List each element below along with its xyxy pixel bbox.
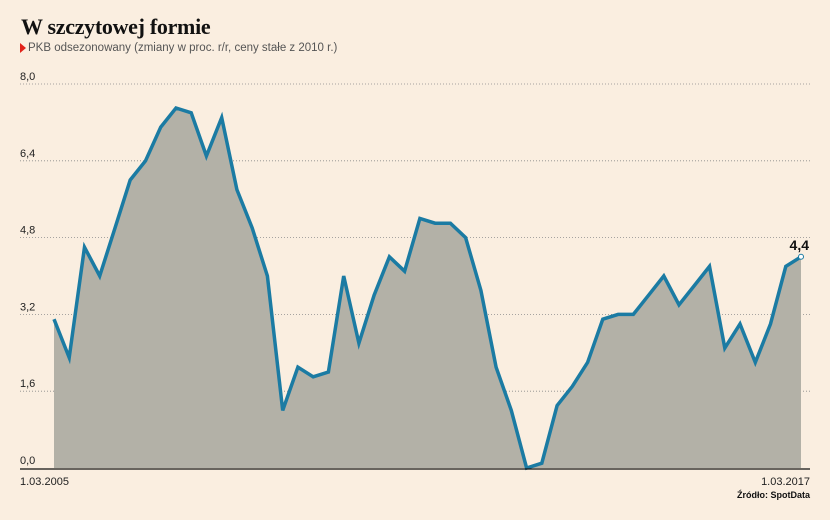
y-tick-label: 3,2: [20, 301, 35, 313]
gdp-series-line: [52, 105, 802, 471]
subtitle-text: PKB odsezonowany (zmiany w proc. r/r, ce…: [28, 42, 338, 54]
end-value-label: 4,4: [790, 237, 810, 253]
y-tick-label: 1,6: [20, 378, 35, 390]
y-axis-ticks: 0,0 1,6 3,2 4,8 6,4 8,0: [20, 71, 35, 467]
red-triangle-icon: [20, 43, 26, 53]
y-tick-label: 4,8: [20, 225, 35, 237]
x-start-label: 1.03.2005: [20, 476, 69, 488]
end-point-marker: [798, 253, 804, 260]
y-tick-label: 8,0: [20, 71, 35, 83]
chart-title: W szczytowej formie: [21, 14, 211, 39]
y-tick-label: 0,0: [20, 455, 35, 467]
gdp-area-fill: [54, 108, 801, 468]
x-end-label: 1.03.2017: [761, 476, 810, 488]
y-tick-label: 6,4: [20, 148, 35, 160]
chart-subtitle: PKB odsezonowany (zmiany w proc. r/r, ce…: [20, 42, 337, 54]
source-note: Źródło: SpotData: [737, 490, 810, 500]
